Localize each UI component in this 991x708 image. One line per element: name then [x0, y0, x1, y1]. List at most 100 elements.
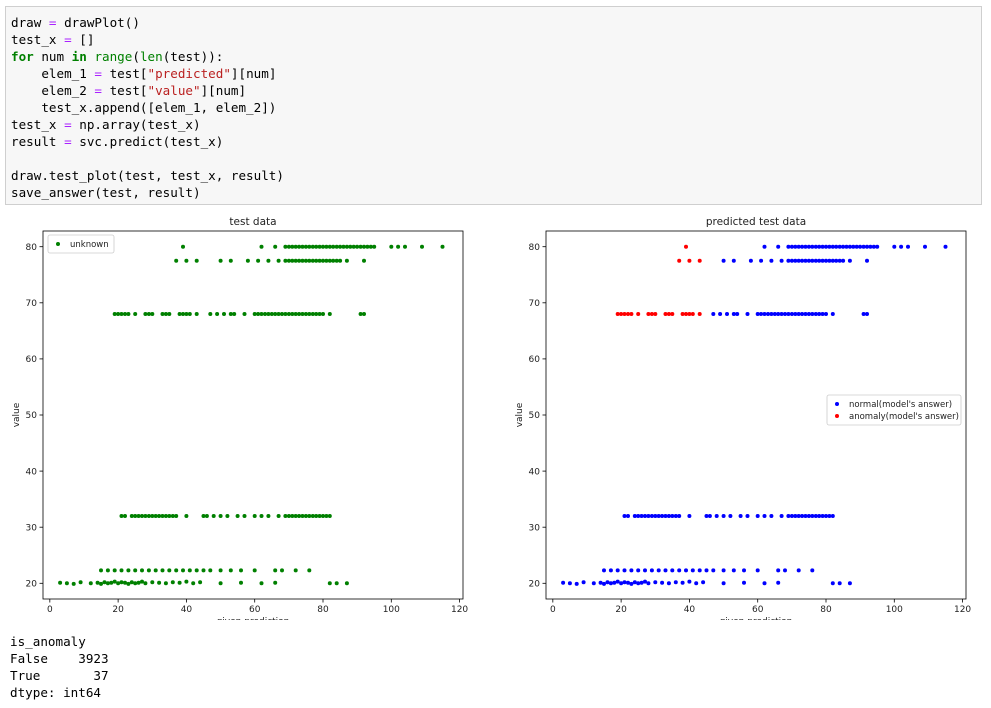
- data-point: [684, 568, 688, 573]
- data-point: [338, 258, 343, 263]
- data-point: [813, 514, 818, 518]
- data-point: [803, 514, 808, 518]
- data-point: [629, 581, 634, 586]
- data-point: [789, 514, 794, 518]
- data-point: [136, 514, 141, 518]
- data-point: [239, 580, 243, 585]
- data-point: [174, 568, 179, 573]
- code-editor[interactable]: draw = drawPlot() test_x = [] for num in r…: [6, 7, 981, 201]
- data-point: [297, 514, 302, 518]
- data-point: [283, 514, 288, 518]
- data-point: [170, 580, 175, 585]
- data-point: [204, 514, 209, 518]
- data-point: [276, 258, 281, 263]
- data-point: [649, 312, 654, 316]
- data-point: [803, 244, 808, 249]
- legend-box: [826, 394, 962, 426]
- series-points: [561, 244, 948, 586]
- data-point: [297, 258, 302, 263]
- data-point: [786, 514, 791, 518]
- data-point: [735, 312, 740, 316]
- data-point: [187, 312, 192, 316]
- data-point: [632, 514, 637, 518]
- x-tick-label: 20: [112, 605, 124, 615]
- data-point: [636, 312, 641, 316]
- data-point: [721, 258, 726, 263]
- data-point: [827, 514, 832, 518]
- legend-box: [47, 234, 115, 254]
- data-point: [184, 258, 189, 263]
- data-point: [711, 312, 716, 316]
- data-point: [793, 514, 798, 518]
- data-point: [146, 568, 151, 573]
- data-point: [854, 244, 859, 249]
- y-tick-label: 50: [529, 411, 541, 421]
- x-tick-label: 60: [752, 605, 764, 615]
- data-point: [150, 312, 155, 316]
- data-point: [286, 258, 291, 263]
- data-point: [626, 312, 630, 316]
- data-point: [827, 244, 832, 249]
- data-point: [817, 244, 822, 249]
- data-point: [643, 514, 647, 518]
- data-point: [776, 568, 781, 573]
- data-point: [810, 312, 815, 316]
- data-point: [174, 514, 179, 518]
- code-token: "predicted": [147, 66, 231, 81]
- data-point: [844, 244, 849, 249]
- data-point: [806, 312, 811, 316]
- data-point: [362, 244, 366, 249]
- data-point: [865, 258, 869, 263]
- code-line: draw = drawPlot(): [11, 14, 981, 31]
- data-point: [331, 258, 336, 263]
- data-point: [133, 312, 138, 316]
- data-point: [167, 514, 172, 518]
- data-point: [892, 244, 897, 249]
- data-point: [218, 581, 223, 586]
- data-point: [673, 580, 678, 585]
- data-point: [824, 244, 828, 249]
- legend-label: unknown: [70, 240, 109, 250]
- data-point: [731, 312, 736, 316]
- data-point: [184, 312, 189, 316]
- data-point: [112, 568, 117, 573]
- data-point: [338, 244, 343, 249]
- data-point: [228, 568, 233, 573]
- y-tick-label: 30: [529, 523, 541, 533]
- data-point: [820, 312, 825, 316]
- y-tick-label: 50: [26, 411, 38, 421]
- data-point: [653, 312, 658, 316]
- code-token: =: [94, 83, 102, 98]
- data-point: [666, 312, 671, 316]
- data-point: [806, 258, 811, 263]
- data-point: [762, 514, 767, 518]
- code-token: =: [94, 66, 102, 81]
- data-point: [697, 258, 702, 263]
- x-tick-label: 120: [954, 605, 971, 615]
- data-point: [800, 312, 805, 316]
- code-token: draw: [11, 15, 49, 30]
- data-point: [684, 312, 688, 316]
- output-line: False 3923: [10, 651, 109, 666]
- data-point: [300, 312, 305, 316]
- data-point: [420, 244, 424, 249]
- data-point: [123, 514, 127, 518]
- data-point: [112, 579, 117, 584]
- data-point: [786, 312, 791, 316]
- data-point: [687, 514, 692, 518]
- data-point: [99, 581, 103, 586]
- data-point: [300, 244, 305, 249]
- data-point: [598, 580, 603, 585]
- data-point: [841, 244, 846, 249]
- data-point: [300, 258, 305, 263]
- data-point: [228, 312, 233, 316]
- x-tick-label: 100: [383, 605, 400, 615]
- data-point: [153, 568, 158, 573]
- code-token: result: [11, 134, 65, 149]
- data-point: [690, 568, 695, 573]
- data-point: [112, 312, 117, 316]
- data-point: [923, 244, 927, 249]
- data-point: [731, 568, 736, 573]
- code-cell[interactable]: draw = drawPlot() test_x = [] for num in r…: [5, 6, 982, 205]
- data-point: [293, 312, 298, 316]
